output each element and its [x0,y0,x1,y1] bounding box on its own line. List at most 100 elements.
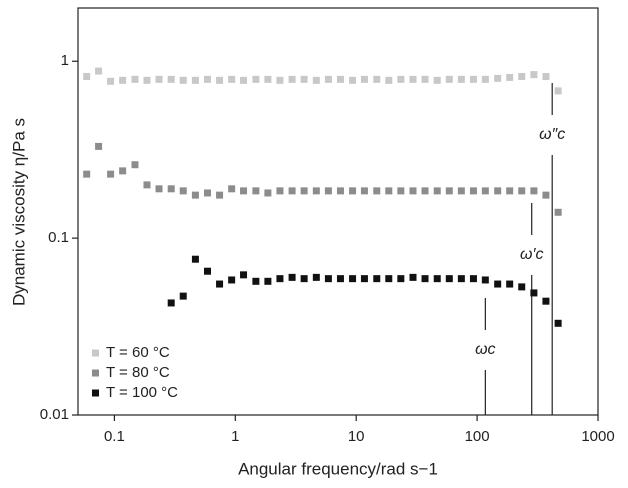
point [469,75,477,83]
point [336,187,344,195]
point [131,161,139,169]
annotation: ω″c [539,126,565,143]
point [167,75,175,83]
point [324,275,332,283]
point [542,297,550,305]
point [83,170,91,178]
point [95,142,103,150]
point [530,187,538,195]
point [349,275,357,283]
y-tick-label: 0.01 [40,406,69,423]
point [506,73,514,81]
point [204,267,212,275]
point [288,273,296,281]
point [252,75,260,83]
point [409,187,417,195]
point [518,283,526,291]
y-axis-label: Dynamic viscosity η/Pa s [9,118,28,306]
point [252,277,260,285]
annotation: ω′c [520,246,543,263]
point [240,271,248,279]
point [300,275,308,283]
point [276,187,284,195]
point [445,275,453,283]
point [360,75,368,83]
legend-label: T = 60 °C [106,344,170,361]
point [167,299,175,307]
point [95,67,103,75]
point [264,277,272,285]
point [300,75,308,83]
point [385,76,393,84]
point [264,189,272,197]
point [107,170,115,178]
point [155,75,163,83]
point [119,167,127,175]
point [107,77,115,85]
point [518,72,526,80]
point [385,275,393,283]
point [143,181,151,189]
point [216,280,224,288]
point [506,187,514,195]
y-tick-label: 0.1 [48,229,69,246]
point [457,187,465,195]
legend-label: T = 80 °C [106,364,170,381]
legend-swatch [92,349,99,357]
point [119,76,127,84]
point [336,75,344,83]
point [312,273,320,281]
point [385,187,393,195]
point [554,319,562,327]
point [445,75,453,83]
point [216,76,224,84]
point [300,187,308,195]
point [324,75,332,83]
x-axis-label: Angular frequency/rad s−1 [238,459,438,478]
point [433,76,441,84]
legend-swatch [92,389,99,397]
point [397,187,405,195]
x-tick-label: 100 [465,428,490,445]
point [360,275,368,283]
point [167,185,175,193]
point [240,76,248,84]
point [506,280,514,288]
point [433,275,441,283]
point [191,191,199,199]
point [373,275,381,283]
point [324,187,332,195]
point [155,185,163,193]
point [131,75,139,83]
point [276,275,284,283]
point [530,289,538,297]
point [421,187,429,195]
point [433,187,441,195]
point [494,187,502,195]
point [252,187,260,195]
x-tick-label: 0.1 [104,428,125,445]
point [240,187,248,195]
point [336,275,344,283]
point [228,276,236,284]
y-tick-label: 1 [61,52,69,69]
point [494,74,502,82]
x-tick-label: 1000 [581,428,614,445]
point [204,75,212,83]
x-tick-label: 10 [348,428,365,445]
point [373,75,381,83]
point [179,187,187,195]
point [349,76,357,84]
point [409,75,417,83]
x-tick-label: 1 [231,428,239,445]
point [397,75,405,83]
point [457,75,465,83]
point [264,75,272,83]
legend-label: T = 100 °C [106,384,178,401]
annotation: ωc [475,341,495,358]
point [481,276,489,284]
point [360,187,368,195]
point [421,75,429,83]
legend-swatch [92,369,99,377]
point [312,187,320,195]
